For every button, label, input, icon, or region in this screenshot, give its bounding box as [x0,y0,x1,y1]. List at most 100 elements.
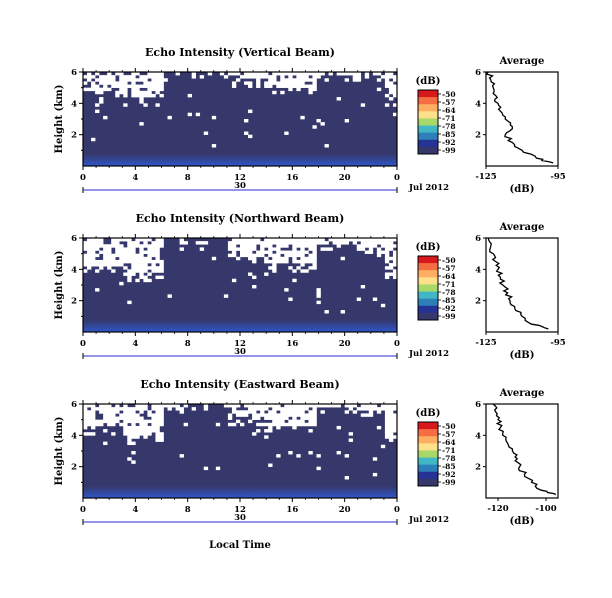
missing-cell [191,407,197,411]
missing-cell [147,75,152,79]
missing-cell [83,419,88,424]
missing-cell [244,410,249,414]
missing-cell [159,416,164,420]
missing-cell [304,250,309,254]
colorbar-unit: (dB) [416,242,441,253]
missing-cell [143,269,148,273]
missing-cell [131,419,136,424]
missing-cell [131,253,136,258]
missing-cell [280,81,285,85]
missing-cell [272,422,277,427]
colorbar-tick-label: -50 [442,90,456,99]
missing-cell [312,263,317,267]
missing-cell [103,78,108,82]
profile-frame [485,237,559,333]
missing-cell [388,84,394,88]
missing-cell [388,438,394,442]
colorbar-tick-label: -71 [442,446,456,455]
missing-cell [364,250,370,254]
missing-cell [99,244,104,248]
missing-cell [264,81,269,85]
missing-cell [147,253,152,258]
missing-cell [284,131,289,135]
missing-cell [179,454,184,458]
missing-cell [91,259,96,264]
missing-cell [143,404,148,408]
missing-cell [284,256,289,261]
missing-cell [332,404,337,408]
missing-cell [123,93,128,98]
missing-cell [316,454,321,458]
missing-cell [372,241,378,245]
missing-cell [211,144,217,148]
missing-cell [147,87,152,92]
missing-cell [264,416,269,420]
profile-x-tick-label: -125 [475,338,496,348]
missing-cell [384,93,390,98]
date-day-label: 30 [234,513,246,523]
missing-cell [155,247,160,251]
missing-cell [215,466,221,471]
missing-cell [151,429,156,433]
missing-cell [304,75,309,79]
missing-cell [364,244,370,248]
missing-cell [276,250,281,254]
missing-cell [384,81,390,85]
missing-cell [308,84,313,88]
missing-cell [272,404,277,408]
colorbar-tick-label: -71 [442,114,456,123]
missing-cell [87,413,92,417]
missing-cell [159,410,164,414]
missing-cell [139,404,144,408]
missing-cell [227,416,233,420]
missing-cell [143,81,148,85]
missing-cell [364,404,370,408]
missing-cell [292,413,297,417]
missing-cell [231,250,237,254]
missing-cell [240,238,245,242]
missing-cell [360,244,366,248]
missing-cell [392,90,398,95]
missing-cell [272,407,277,411]
missing-cell [312,81,317,85]
missing-cell [143,425,148,430]
missing-cell [260,404,265,408]
x-tick-label: 16 [286,339,298,349]
missing-cell [368,410,374,414]
missing-cell [119,87,124,92]
profile-x-tick-label: -100 [535,504,556,514]
missing-cell [292,72,297,76]
missing-cell [83,253,88,258]
missing-cell [127,84,132,88]
missing-cell [300,238,305,242]
missing-cell [111,253,116,258]
missing-cell [280,407,285,411]
colorbar-segment [418,450,438,458]
missing-cell [308,256,313,261]
missing-cell [147,425,152,430]
missing-cell [139,122,144,126]
missing-cell [288,413,293,417]
missing-cell [300,422,305,427]
missing-cell [151,72,156,76]
colorbar-unit: (dB) [416,408,441,419]
missing-cell [127,238,132,242]
missing-cell [83,241,88,245]
missing-cell [376,425,382,430]
missing-cell [316,404,321,408]
missing-cell [235,404,241,408]
missing-cell [280,238,285,242]
missing-cell [316,119,321,123]
missing-cell [135,84,140,88]
x-tick-label: 8 [185,505,191,515]
missing-cell [376,250,382,254]
missing-cell [103,256,108,261]
missing-cell [260,253,265,258]
missing-cell [260,250,265,254]
missing-cell [199,241,205,245]
y-tick-label: 4 [71,265,77,275]
missing-cell [360,238,366,242]
colorbar-tick-label: -78 [442,288,456,297]
missing-cell [167,404,172,408]
missing-cell [296,410,301,414]
